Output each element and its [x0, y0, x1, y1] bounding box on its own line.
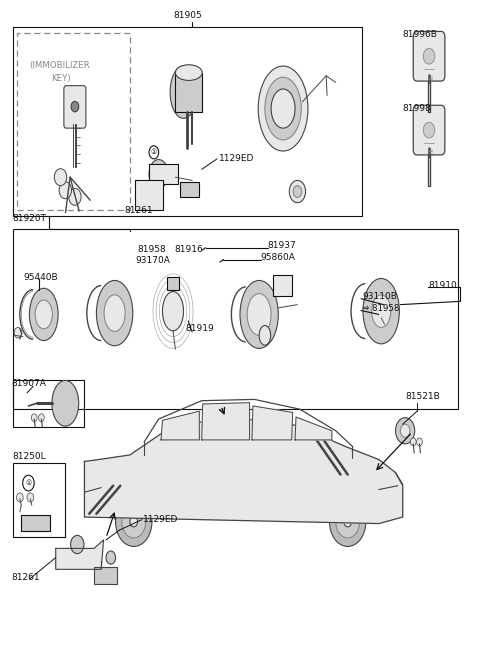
Circle shape — [38, 414, 44, 422]
FancyBboxPatch shape — [135, 180, 163, 210]
Text: 81998: 81998 — [403, 104, 432, 113]
Text: 81250L: 81250L — [12, 453, 46, 462]
Circle shape — [410, 438, 416, 446]
Text: 81937: 81937 — [268, 242, 297, 250]
Circle shape — [149, 146, 158, 159]
Ellipse shape — [29, 288, 58, 341]
Ellipse shape — [106, 551, 116, 564]
Circle shape — [336, 505, 360, 538]
Circle shape — [71, 535, 84, 553]
Circle shape — [16, 493, 23, 502]
Text: 81958: 81958 — [137, 245, 166, 254]
Ellipse shape — [258, 66, 308, 151]
Ellipse shape — [271, 89, 295, 128]
Polygon shape — [56, 540, 104, 569]
Text: 81996B: 81996B — [403, 30, 438, 39]
Circle shape — [423, 122, 435, 138]
FancyBboxPatch shape — [94, 567, 117, 584]
Text: 81907A: 81907A — [11, 379, 46, 388]
Circle shape — [289, 180, 306, 202]
FancyBboxPatch shape — [175, 73, 202, 112]
Text: 93110B: 93110B — [362, 292, 397, 301]
Circle shape — [329, 496, 366, 546]
Polygon shape — [161, 411, 199, 440]
Text: 81910: 81910 — [428, 280, 457, 290]
Polygon shape — [202, 403, 250, 440]
Ellipse shape — [363, 278, 399, 344]
FancyBboxPatch shape — [167, 277, 179, 290]
FancyBboxPatch shape — [21, 515, 49, 531]
FancyBboxPatch shape — [413, 105, 445, 155]
Text: 81261: 81261 — [124, 206, 153, 215]
Text: KEY): KEY) — [51, 74, 71, 83]
Ellipse shape — [35, 300, 52, 329]
Circle shape — [69, 188, 81, 205]
FancyBboxPatch shape — [273, 275, 292, 296]
Circle shape — [423, 48, 435, 64]
Text: 81521B: 81521B — [405, 392, 440, 401]
Circle shape — [400, 424, 410, 438]
Ellipse shape — [170, 66, 197, 119]
FancyBboxPatch shape — [64, 86, 86, 128]
Circle shape — [122, 505, 146, 538]
Circle shape — [130, 516, 138, 527]
Ellipse shape — [104, 295, 125, 331]
Circle shape — [116, 496, 152, 546]
Circle shape — [27, 493, 34, 502]
Ellipse shape — [240, 280, 278, 348]
Circle shape — [417, 438, 422, 446]
Ellipse shape — [52, 381, 79, 426]
Text: ①: ① — [151, 149, 157, 155]
Text: 81919: 81919 — [185, 324, 214, 333]
Text: ①: ① — [25, 480, 32, 486]
Circle shape — [71, 102, 79, 112]
Text: 1129ED: 1129ED — [218, 154, 254, 163]
Polygon shape — [295, 417, 332, 440]
Polygon shape — [252, 406, 293, 440]
FancyBboxPatch shape — [149, 164, 178, 183]
Ellipse shape — [162, 291, 183, 331]
FancyBboxPatch shape — [180, 182, 199, 196]
Text: ⇒ 81958: ⇒ 81958 — [362, 304, 399, 313]
Text: 81905: 81905 — [173, 11, 202, 20]
Circle shape — [14, 328, 22, 338]
Text: 81916: 81916 — [174, 245, 203, 254]
Ellipse shape — [96, 280, 133, 346]
Circle shape — [396, 418, 415, 444]
Circle shape — [59, 181, 72, 198]
Ellipse shape — [372, 295, 391, 328]
Text: 1129ED: 1129ED — [144, 515, 179, 523]
Ellipse shape — [259, 326, 271, 345]
Ellipse shape — [265, 77, 301, 140]
Text: (IMMOBILIZER: (IMMOBILIZER — [29, 61, 90, 70]
FancyBboxPatch shape — [413, 31, 445, 81]
Circle shape — [23, 476, 34, 491]
Ellipse shape — [175, 65, 202, 81]
Polygon shape — [84, 418, 403, 523]
Circle shape — [54, 169, 67, 185]
Circle shape — [293, 185, 302, 197]
Circle shape — [344, 516, 351, 527]
Text: 81920T: 81920T — [12, 214, 47, 223]
Ellipse shape — [247, 293, 271, 335]
Text: 95860A: 95860A — [261, 253, 296, 262]
Text: 95440B: 95440B — [24, 272, 58, 282]
Text: 81261: 81261 — [11, 573, 40, 582]
Circle shape — [31, 414, 37, 422]
Ellipse shape — [149, 160, 168, 188]
Text: 93170A: 93170A — [136, 256, 170, 265]
